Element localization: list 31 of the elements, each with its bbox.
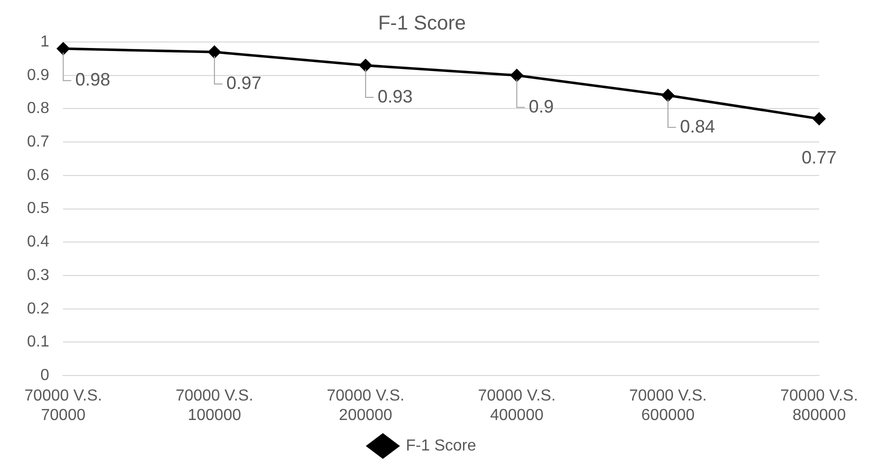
data-label: 0.84 [680,116,716,136]
point [812,112,826,125]
data-label: 0.97 [226,72,262,93]
point [359,59,372,72]
point [56,42,70,55]
y-tick-label: 0.6 [26,166,50,184]
y-tick-label: 0 [40,367,50,384]
y-tick-label: 0.9 [26,66,50,84]
x-tick-label: 70000 V.S. 600000 [629,388,707,424]
x-tick-label: 70000 V.S. 100000 [176,388,254,424]
x-tick-label: 70000 V.S. 200000 [326,388,404,424]
legend-label: F-1 Score [406,437,476,454]
x-tick-label: 70000 V.S. 800000 [780,388,858,424]
point [662,89,674,102]
point [208,46,221,58]
data-label: 0.98 [75,70,110,90]
chart-title: F-1 Score [378,12,466,35]
y-tick-label: 0.2 [26,300,50,318]
data-label: 0.77 [802,148,837,168]
y-tick-label: 0.5 [26,200,50,218]
y-tick-label: 0.4 [26,234,50,251]
x-tick-label: 70000 V.S. 70000 [24,388,102,424]
y-tick-label: 0.1 [26,334,50,351]
data-label: 0.93 [378,86,413,106]
x-tick-label: 70000 V.S. 400000 [478,388,556,424]
y-tick-label: 1 [40,33,50,50]
y-tick-label: 0.3 [26,266,50,284]
data-label: 0.9 [528,96,554,116]
point [510,69,524,82]
y-tick-label: 0.7 [26,133,50,150]
y-tick-label: 0.8 [26,100,50,118]
